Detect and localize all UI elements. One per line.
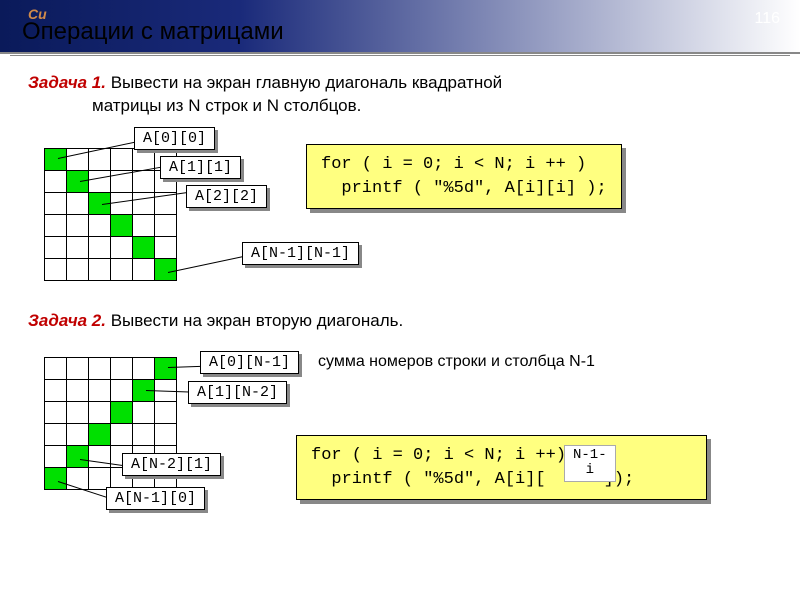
label2-a: A[0][N-1] [200, 351, 299, 374]
grid-cell [89, 423, 111, 445]
grid-cell [111, 423, 133, 445]
grid-cell [89, 401, 111, 423]
grid-cell [89, 379, 111, 401]
grid-cell [67, 236, 89, 258]
grid-cell [133, 401, 155, 423]
label2-c: A[N-2][1] [122, 453, 221, 476]
grid-cell [45, 467, 67, 489]
grid-cell [45, 401, 67, 423]
grid-cell [67, 401, 89, 423]
grid-cell [133, 258, 155, 280]
task1-label: Задача 1. [28, 73, 106, 92]
task2-line1: Вывести на экран вторую диагональ. [111, 311, 404, 330]
content: Задача 1. Вывести на экран главную диаго… [0, 54, 800, 551]
task2-note: сумма номеров строки и столбца N-1 [318, 353, 595, 371]
grid-cell [89, 445, 111, 467]
grid-cell [155, 423, 177, 445]
task1-section: A[0][0] A[1][1] A[2][2] A[N-1][N-1] for … [28, 126, 772, 306]
grid-cell [155, 401, 177, 423]
grid-cell [111, 236, 133, 258]
grid-cell [45, 445, 67, 467]
task2-label: Задача 2. [28, 311, 106, 330]
grid-cell [67, 214, 89, 236]
grid-cell [67, 357, 89, 379]
grid-cell [67, 379, 89, 401]
grid-cell [45, 170, 67, 192]
grid-cell [45, 423, 67, 445]
slide-title: Операции с матрицами [22, 18, 284, 46]
label2-d: A[N-1][0] [106, 487, 205, 510]
grid-cell [89, 170, 111, 192]
grid-cell [155, 357, 177, 379]
grid-cell [111, 401, 133, 423]
task2-text: Задача 2. Вывести на экран вторую диагон… [28, 310, 772, 333]
task2-code: for ( i = 0; i < N; i ++) printf ( "%5d"… [296, 435, 707, 501]
grid-cell [67, 423, 89, 445]
grid-cell [133, 236, 155, 258]
grid-cell [133, 357, 155, 379]
grid-cell [45, 379, 67, 401]
grid-cell [45, 192, 67, 214]
grid-cell [67, 192, 89, 214]
grid-cell [67, 170, 89, 192]
task1-line2: матрицы из N строк и N столбцов. [92, 96, 361, 115]
grid-cell [111, 379, 133, 401]
grid-cell [111, 357, 133, 379]
task1-line1: Вывести на экран главную диагональ квадр… [111, 73, 502, 92]
task1-code: for ( i = 0; i < N; i ++ ) printf ( "%5d… [306, 144, 622, 210]
code-line: for ( i = 0; i < N; i ++ ) [321, 153, 607, 177]
task2-answer: N-1- i [564, 445, 616, 482]
grid-cell [45, 214, 67, 236]
task2-section: A[0][N-1] сумма номеров строки и столбца… [28, 341, 772, 551]
grid-cell [133, 170, 155, 192]
grid-cell [45, 258, 67, 280]
grid-cell [133, 192, 155, 214]
grid-cell [89, 214, 111, 236]
label2-b: A[1][N-2] [188, 381, 287, 404]
grid-cell [45, 148, 67, 170]
code-line: printf ( "%5d", A[i][i] ); [321, 177, 607, 201]
grid-cell [133, 148, 155, 170]
header-rule [10, 55, 790, 56]
page-number: 116 [754, 10, 780, 28]
grid-cell [111, 214, 133, 236]
grid-cell [133, 214, 155, 236]
grid-cell [45, 236, 67, 258]
grid-cell [45, 357, 67, 379]
grid-cell [155, 214, 177, 236]
grid-cell [89, 357, 111, 379]
task1-text: Задача 1. Вывести на экран главную диаго… [28, 72, 772, 118]
grid-cell [133, 423, 155, 445]
grid-cell [111, 258, 133, 280]
label-a11: A[1][1] [160, 156, 241, 179]
label-ann: A[N-1][N-1] [242, 242, 359, 265]
grid-cell [89, 258, 111, 280]
grid-cell [155, 258, 177, 280]
grid-cell [111, 148, 133, 170]
slide-header: Си 116 Операции с матрицами [0, 0, 800, 54]
grid-cell [155, 236, 177, 258]
label-a00: A[0][0] [134, 127, 215, 150]
grid-cell [89, 236, 111, 258]
grid-cell [111, 192, 133, 214]
label-a22: A[2][2] [186, 185, 267, 208]
grid-cell [67, 258, 89, 280]
grid-cell [67, 445, 89, 467]
